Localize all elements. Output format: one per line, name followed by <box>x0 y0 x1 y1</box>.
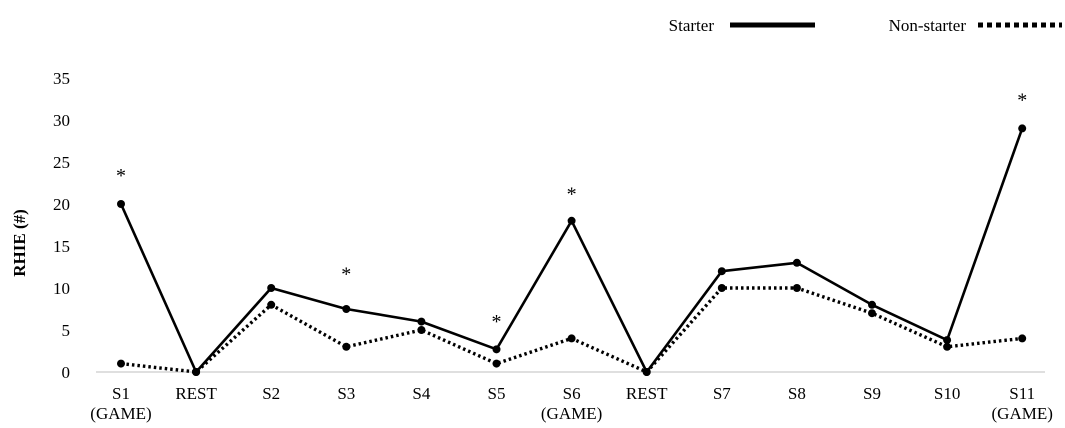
legend-label-non-starter: Non-starter <box>889 16 967 35</box>
data-point-non-starter <box>117 359 125 368</box>
annotation-layer: * * * * * <box>116 89 1027 333</box>
x-tick-label: S2 <box>262 384 280 403</box>
legend: Starter Non-starter <box>669 16 1062 35</box>
significance-marker: * <box>567 184 577 206</box>
data-point-non-starter <box>192 368 201 376</box>
y-tick-label: 5 <box>62 321 71 340</box>
data-point-non-starter <box>342 342 351 351</box>
data-point-non-starter <box>417 326 426 334</box>
data-point-starter <box>417 317 426 326</box>
data-point-non-starter <box>492 359 501 368</box>
x-tick-label: S9 <box>863 384 881 403</box>
y-tick-label: 15 <box>53 237 70 256</box>
x-tick-label: S4 <box>412 384 430 403</box>
data-point-starter <box>717 267 726 276</box>
data-point-non-starter <box>567 334 576 343</box>
y-axis-title: RHIE (#) <box>10 209 29 277</box>
x-tick-label: S6 (GAME) <box>541 384 602 423</box>
data-point-non-starter <box>717 284 726 292</box>
data-point-starter <box>342 305 351 313</box>
data-point-starter <box>1018 124 1027 133</box>
data-point-non-starter <box>792 284 801 292</box>
data-point-non-starter <box>642 368 651 376</box>
data-point-starter <box>792 258 801 267</box>
x-tick-label: S11 (GAME) <box>992 384 1053 423</box>
data-point-non-starter <box>1018 334 1027 343</box>
significance-marker: * <box>341 263 351 285</box>
y-tick-label: 30 <box>53 111 70 130</box>
series-line-non-starter <box>120 286 1023 374</box>
x-tick-label: REST <box>626 384 668 403</box>
legend-label-starter: Starter <box>669 16 715 35</box>
y-tick-label: 35 <box>53 69 70 88</box>
y-tick-label: 10 <box>53 279 70 298</box>
x-axis: S1 (GAME) REST S2 S3 S4 S5 S6 (GAME) REST S7 S8 S9 S1… <box>90 371 1053 423</box>
data-point-starter <box>567 216 576 225</box>
data-point-starter <box>117 200 125 208</box>
y-tick-label: 25 <box>53 153 70 172</box>
significance-marker: * <box>116 165 126 187</box>
significance-marker: * <box>1017 89 1027 111</box>
data-point-non-starter <box>943 342 952 351</box>
x-tick-label: S8 <box>788 384 806 403</box>
x-tick-label: S5 <box>488 384 506 403</box>
x-tick-label: S7 <box>713 384 731 403</box>
series-layer <box>117 124 1027 376</box>
data-point-starter <box>868 300 876 309</box>
x-tick-label: S1 (GAME) <box>90 384 151 423</box>
y-axis: 0 5 10 15 20 25 30 35 RHIE (#) <box>10 69 70 382</box>
significance-marker: * <box>492 311 502 333</box>
x-tick-label: S3 <box>337 384 355 403</box>
y-tick-label: 20 <box>53 195 70 214</box>
data-point-starter <box>492 345 501 354</box>
y-tick-label: 0 <box>62 363 71 382</box>
x-tick-label: REST <box>175 384 217 403</box>
data-point-non-starter <box>267 300 276 309</box>
x-tick-label: S10 <box>934 384 960 403</box>
data-point-non-starter <box>868 309 876 318</box>
data-point-starter <box>943 336 952 345</box>
data-point-starter <box>267 284 276 292</box>
